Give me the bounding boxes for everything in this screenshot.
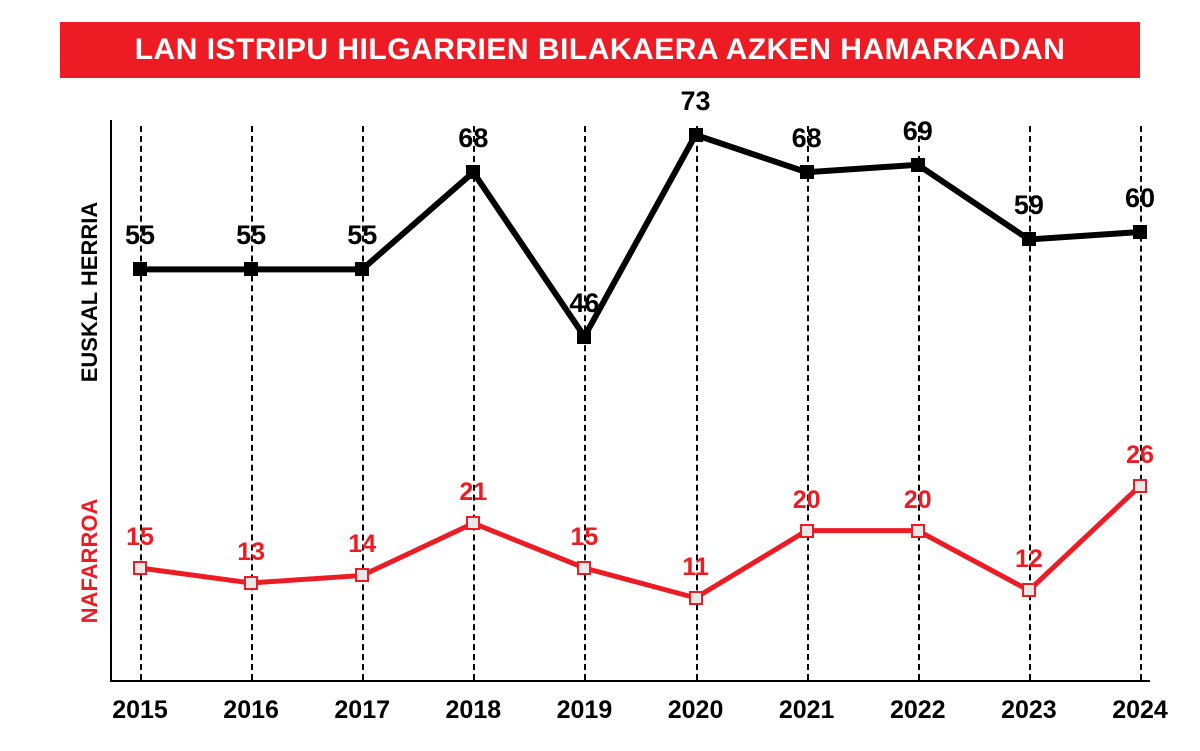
- grid-vline: [140, 126, 142, 680]
- marker-nafarroa: [355, 568, 369, 582]
- data-label-nafarroa: 12: [1015, 545, 1043, 574]
- marker-nafarroa: [244, 576, 258, 590]
- x-axis-label: 2017: [334, 696, 390, 725]
- data-label-nafarroa: 11: [682, 553, 708, 582]
- data-label-euskal: 55: [236, 220, 266, 251]
- marker-nafarroa: [577, 561, 591, 575]
- grid-vline: [918, 126, 920, 680]
- data-label-euskal: 60: [1125, 183, 1155, 214]
- marker-euskal: [1022, 232, 1036, 246]
- x-axis-label: 2019: [557, 696, 613, 725]
- x-axis-label: 2023: [1001, 696, 1057, 725]
- x-axis-label: 2016: [223, 696, 279, 725]
- marker-nafarroa: [1022, 583, 1036, 597]
- x-axis-label: 2015: [112, 696, 168, 725]
- marker-nafarroa: [1133, 479, 1147, 493]
- series-line-euskal: [140, 135, 1140, 337]
- grid-vline: [251, 126, 253, 680]
- chart-title-text: LAN ISTRIPU HILGARRIEN BILAKAERA AZKEN H…: [135, 33, 1066, 67]
- data-label-nafarroa: 13: [237, 538, 265, 567]
- data-label-nafarroa: 14: [348, 530, 376, 559]
- marker-euskal: [577, 330, 591, 344]
- marker-euskal: [689, 128, 703, 142]
- grid-vline: [473, 126, 475, 680]
- marker-euskal: [244, 262, 258, 276]
- marker-nafarroa: [800, 524, 814, 538]
- series-label-euskal: EUSKAL HERRIA: [77, 201, 103, 382]
- data-label-nafarroa: 26: [1126, 441, 1154, 470]
- grid-vline: [584, 126, 586, 680]
- data-label-euskal: 68: [458, 123, 488, 154]
- data-label-euskal: 55: [125, 220, 155, 251]
- data-label-euskal: 55: [347, 220, 377, 251]
- grid-vline: [362, 126, 364, 680]
- data-label-nafarroa: 20: [904, 486, 932, 515]
- marker-euskal: [355, 262, 369, 276]
- data-label-nafarroa: 21: [459, 478, 487, 507]
- grid-vline: [807, 126, 809, 680]
- data-label-euskal: 69: [903, 116, 933, 147]
- chart-svg: [110, 120, 1150, 680]
- data-label-euskal: 59: [1014, 190, 1044, 221]
- x-axis-line: [110, 680, 1150, 682]
- x-axis-label: 2020: [668, 696, 724, 725]
- marker-nafarroa: [689, 591, 703, 605]
- marker-nafarroa: [466, 516, 480, 530]
- data-label-euskal: 46: [569, 288, 599, 319]
- marker-euskal: [466, 165, 480, 179]
- series-line-nafarroa: [140, 486, 1140, 598]
- marker-euskal: [911, 158, 925, 172]
- data-label-euskal: 68: [792, 123, 822, 154]
- x-axis-label: 2018: [446, 696, 502, 725]
- data-label-euskal: 73: [681, 86, 711, 117]
- y-axis-line: [110, 120, 112, 680]
- chart-area: 2015201620172018201920202021202220232024…: [110, 120, 1150, 680]
- x-axis-label: 2022: [890, 696, 946, 725]
- data-label-nafarroa: 15: [571, 523, 599, 552]
- data-label-nafarroa: 15: [126, 523, 154, 552]
- x-axis-label: 2024: [1112, 696, 1168, 725]
- x-axis-label: 2021: [779, 696, 835, 725]
- data-label-nafarroa: 20: [793, 486, 821, 515]
- marker-nafarroa: [911, 524, 925, 538]
- marker-nafarroa: [133, 561, 147, 575]
- marker-euskal: [133, 262, 147, 276]
- chart-title-bar: LAN ISTRIPU HILGARRIEN BILAKAERA AZKEN H…: [60, 22, 1140, 78]
- marker-euskal: [1133, 225, 1147, 239]
- marker-euskal: [800, 165, 814, 179]
- series-label-nafarroa: NAFARROA: [77, 498, 103, 623]
